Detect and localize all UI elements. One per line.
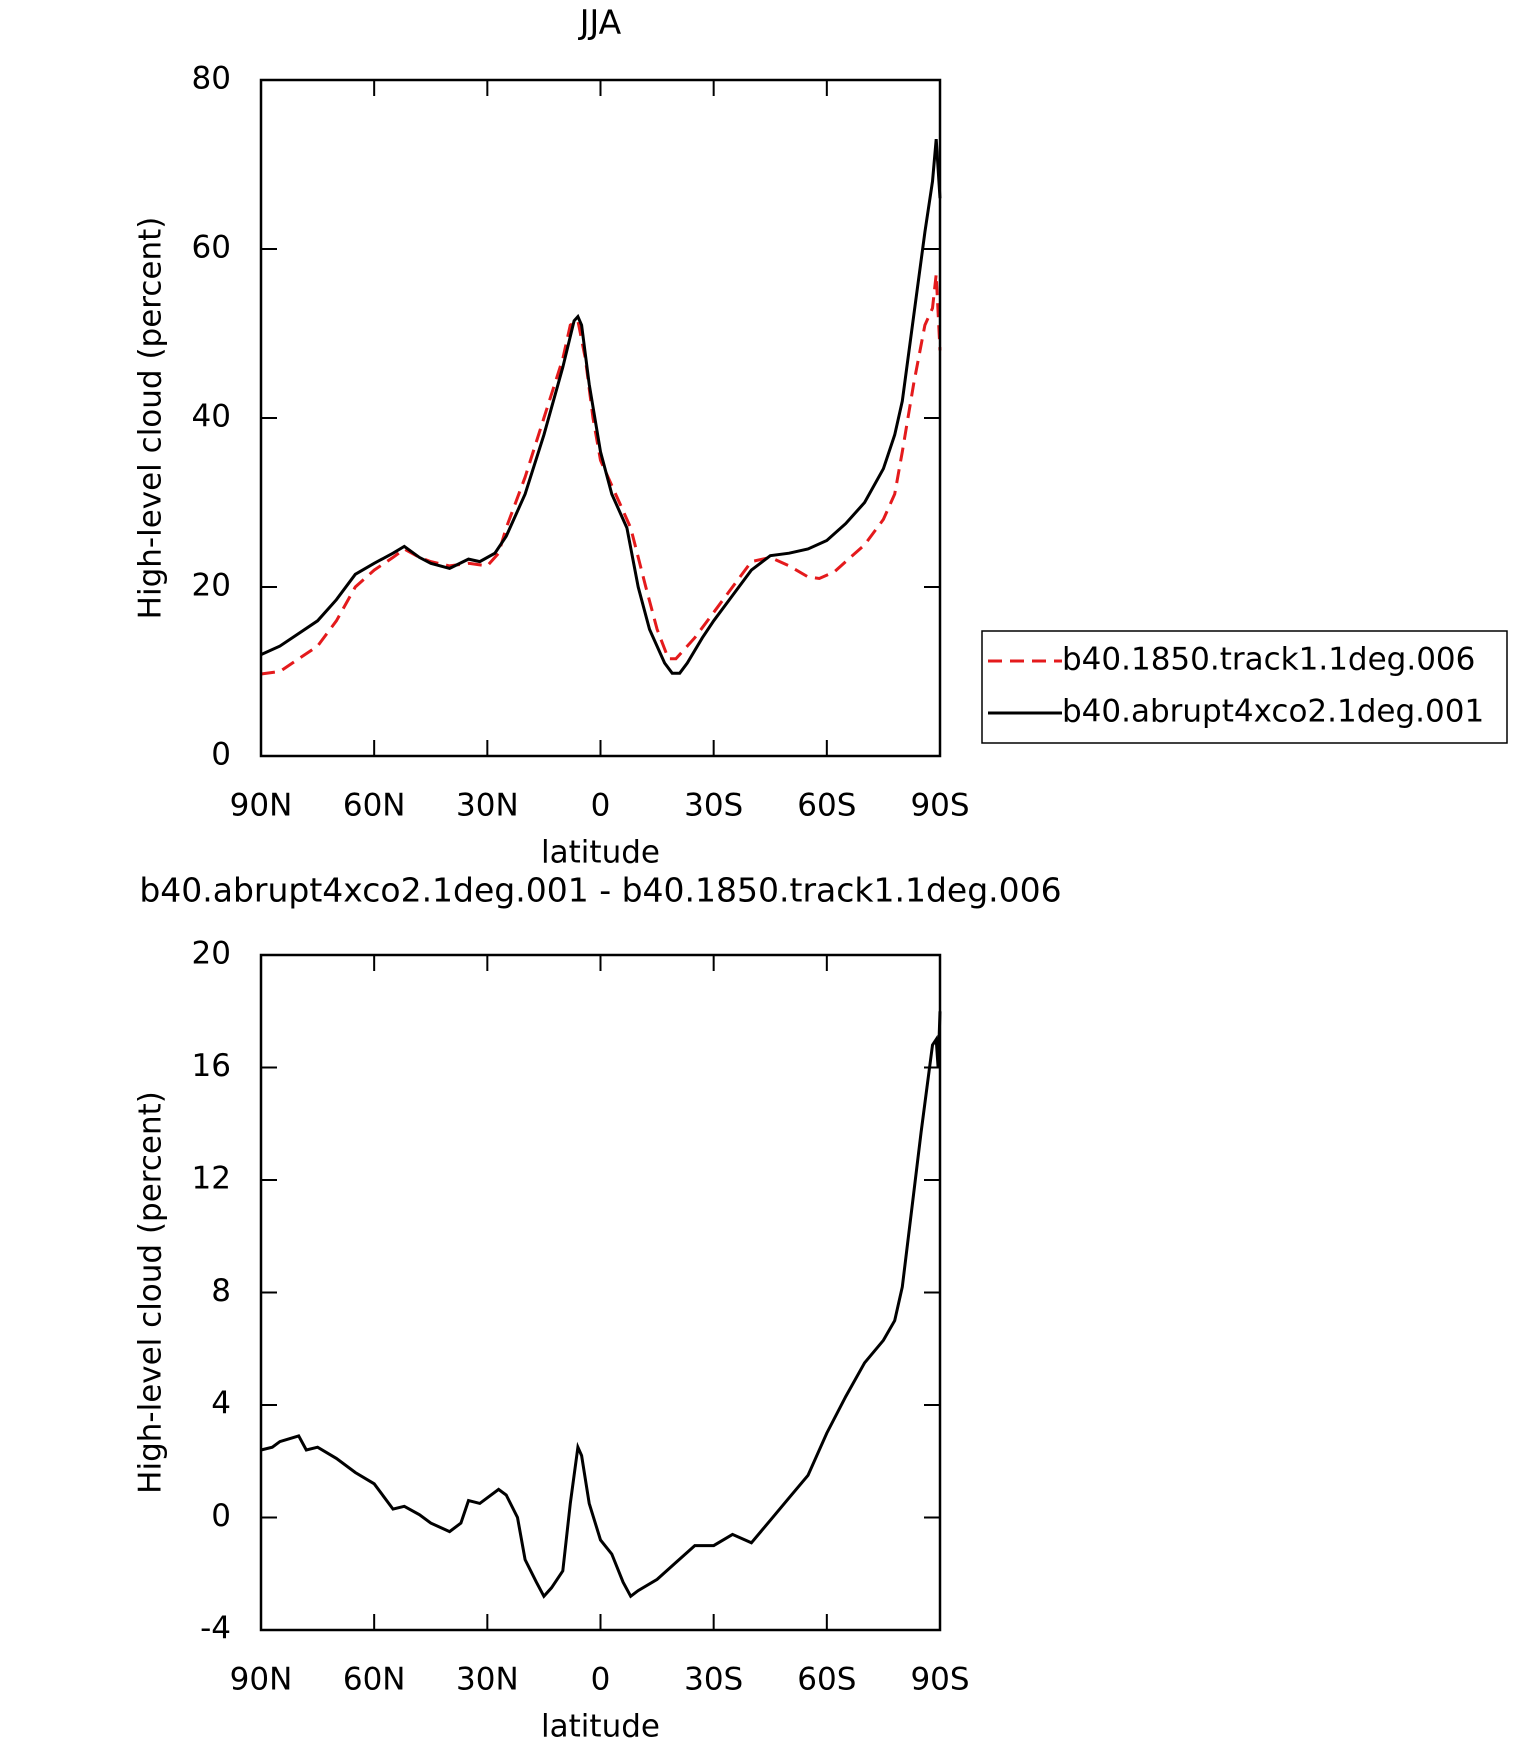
chart-title: JJA [578, 3, 622, 42]
y-tick-label: 0 [211, 1498, 231, 1534]
x-tick-label: 90N [230, 788, 293, 824]
y-tick-label: 20 [192, 568, 231, 604]
y-tick-label: 12 [192, 1161, 231, 1197]
y-tick-label: 60 [192, 230, 231, 266]
legend-label: b40.1850.track1.1deg.006 [1062, 642, 1475, 678]
x-axis-label: latitude [541, 1709, 660, 1743]
x-tick-label: 0 [591, 788, 611, 824]
x-axis-label: latitude [541, 835, 660, 871]
data-line [260, 274, 942, 676]
x-tick-label: 30S [684, 1662, 743, 1698]
y-tick-label: 40 [192, 399, 231, 435]
y-tick-label: 8 [211, 1273, 231, 1309]
y-tick-label: -4 [200, 1611, 231, 1647]
y-axis-label: High-level cloud (percent) [133, 217, 169, 620]
x-tick-label: 90S [910, 1662, 969, 1698]
x-tick-label: 60S [797, 1662, 856, 1698]
x-tick-label: 0 [591, 1662, 611, 1698]
chart-title: b40.abrupt4xco2.1deg.001 - b40.1850.trac… [139, 871, 1061, 910]
y-tick-label: 20 [192, 936, 231, 972]
x-tick-label: 60N [343, 788, 406, 824]
plot-frame [259, 953, 942, 1632]
y-tick-label: 4 [211, 1386, 231, 1422]
y-axis-label: High-level cloud (percent) [133, 1091, 169, 1494]
legend-label: b40.abrupt4xco2.1deg.001 [1062, 694, 1484, 730]
plot-frame [259, 78, 942, 758]
x-tick-label: 30N [456, 1662, 519, 1698]
legend-box [981, 630, 1508, 744]
y-tick-label: 16 [192, 1048, 231, 1084]
y-tick-label: 80 [192, 61, 231, 97]
x-tick-label: 60N [343, 1662, 406, 1698]
data-line [260, 1011, 942, 1599]
x-tick-label: 90N [230, 1662, 293, 1698]
data-line [260, 138, 942, 675]
x-tick-label: 60S [797, 788, 856, 824]
y-tick-label: 0 [211, 737, 231, 773]
x-tick-label: 30S [684, 788, 743, 824]
x-tick-label: 90S [910, 788, 969, 824]
x-tick-label: 30N [456, 788, 519, 824]
